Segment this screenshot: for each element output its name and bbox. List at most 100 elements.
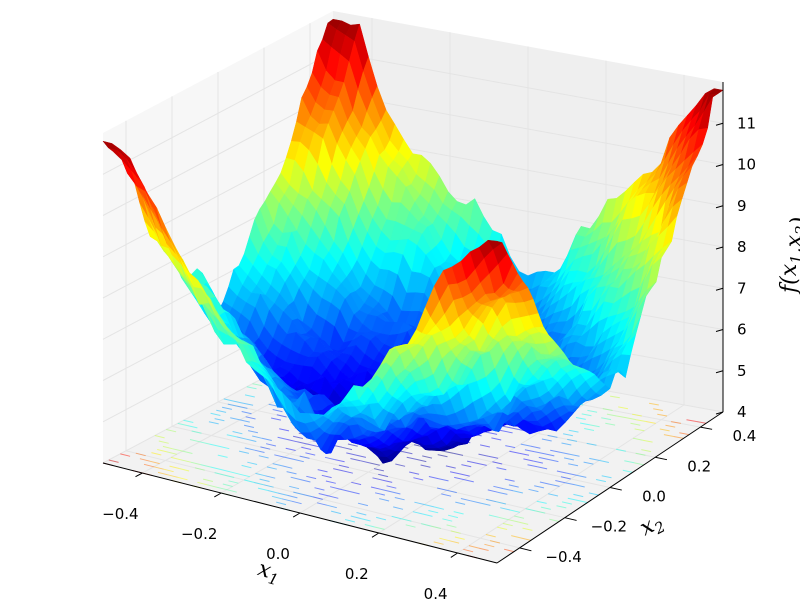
- contour-segment: [255, 472, 266, 477]
- contour-segment: [520, 443, 531, 447]
- contour-segment: [480, 502, 491, 506]
- contour-segment: [632, 413, 642, 417]
- contour-segment: [207, 484, 218, 488]
- contour-segment: [334, 459, 345, 463]
- contour-segment: [433, 506, 445, 510]
- contour-segment: [428, 476, 439, 480]
- contour-segment: [209, 443, 220, 447]
- contour-segment: [412, 511, 423, 515]
- x-tick-mark: [292, 512, 301, 518]
- contour-segment: [567, 497, 578, 501]
- contour-segment: [376, 516, 387, 521]
- contour-segment: [453, 511, 464, 515]
- contour-segment: [445, 465, 456, 469]
- contour-segment: [540, 506, 551, 510]
- contour-segment: [567, 438, 578, 442]
- z-tick-label: 9: [737, 197, 747, 215]
- contour-segment: [548, 459, 559, 463]
- contour-segment: [277, 492, 288, 496]
- contour-segment: [487, 431, 498, 435]
- contour-segment: [566, 472, 577, 476]
- contour-segment: [177, 422, 188, 427]
- contour-segment: [574, 484, 585, 488]
- contour-segment: [223, 398, 234, 402]
- y-tick-label: 0.0: [642, 488, 666, 506]
- contour-segment: [586, 442, 597, 446]
- contour-segment: [179, 468, 190, 472]
- z-tick-label: 4: [737, 403, 747, 421]
- contour-segment: [479, 444, 491, 448]
- contour-segment: [302, 494, 314, 498]
- y-tick-mark: [564, 517, 577, 521]
- contour-segment: [659, 428, 670, 432]
- x-tick-label: 0.2: [345, 565, 369, 583]
- contour-segment: [241, 464, 252, 469]
- contour-segment: [372, 477, 383, 481]
- contour-segment: [252, 435, 263, 439]
- contour-segment: [314, 487, 325, 491]
- contour-segment: [476, 462, 487, 466]
- contour-segment: [214, 418, 225, 422]
- contour-segment: [424, 504, 435, 508]
- contour-segment: [524, 449, 535, 453]
- z-tick-label: 7: [737, 279, 747, 297]
- contour-segment: [143, 463, 155, 468]
- contour-segment: [243, 424, 255, 428]
- contour-segment: [504, 478, 515, 482]
- contour-segment: [394, 497, 405, 501]
- contour-segment: [595, 479, 607, 483]
- x-axis-ticks: −0.4 −0.2 0.0 0.2 0.4: [102, 472, 458, 600]
- contour-segment: [437, 454, 448, 458]
- contour-segment: [227, 403, 238, 407]
- contour-segment: [518, 521, 529, 525]
- contour-segment: [653, 408, 663, 411]
- contour-segment: [460, 498, 471, 502]
- contour-segment: [187, 425, 198, 429]
- contour-segment: [576, 474, 587, 478]
- contour-segment: [346, 452, 357, 456]
- contour-segment: [601, 417, 612, 421]
- contour-segment: [512, 490, 524, 494]
- z-axis-ticks: 4 5 6 7 8 9 10 11: [715, 114, 756, 421]
- contour-segment: [645, 421, 656, 424]
- contour-segment: [373, 468, 385, 472]
- contour-segment: [378, 473, 389, 478]
- contour-segment: [618, 406, 629, 410]
- contour-segment: [581, 413, 592, 417]
- contour-segment: [610, 395, 620, 399]
- contour-segment: [665, 424, 676, 428]
- contour-segment: [449, 471, 461, 475]
- contour-segment: [497, 526, 508, 530]
- contour-segment: [157, 449, 168, 453]
- contour-segment: [226, 434, 237, 438]
- contour-segment: [641, 449, 652, 453]
- contour-segment: [287, 494, 298, 499]
- contour-segment: [342, 470, 354, 474]
- contour-segment: [441, 493, 452, 497]
- x-tick-mark: [450, 552, 458, 558]
- contour-segment: [191, 430, 202, 434]
- contour-segment: [493, 485, 504, 490]
- contour-segment: [395, 463, 406, 467]
- z-tick-label: 11: [737, 114, 756, 132]
- contour-segment: [318, 493, 329, 497]
- z-tick-label: 10: [737, 156, 756, 174]
- contour-segment: [258, 455, 269, 459]
- contour-segment: [556, 470, 567, 474]
- contour-segment: [598, 459, 610, 463]
- contour-segment: [601, 475, 612, 479]
- contour-segment: [316, 502, 328, 506]
- contour-segment: [544, 453, 555, 457]
- contour-segment: [228, 480, 239, 484]
- contour-segment: [568, 463, 579, 467]
- contour-segment: [520, 537, 532, 541]
- contour-segment: [428, 510, 439, 514]
- contour-segment: [172, 448, 183, 452]
- contour-segment: [390, 491, 401, 495]
- y-tick-label: 0.4: [732, 427, 756, 445]
- contour-segment: [615, 448, 627, 452]
- contour-segment: [182, 450, 193, 454]
- z-tick-mark: [715, 205, 724, 209]
